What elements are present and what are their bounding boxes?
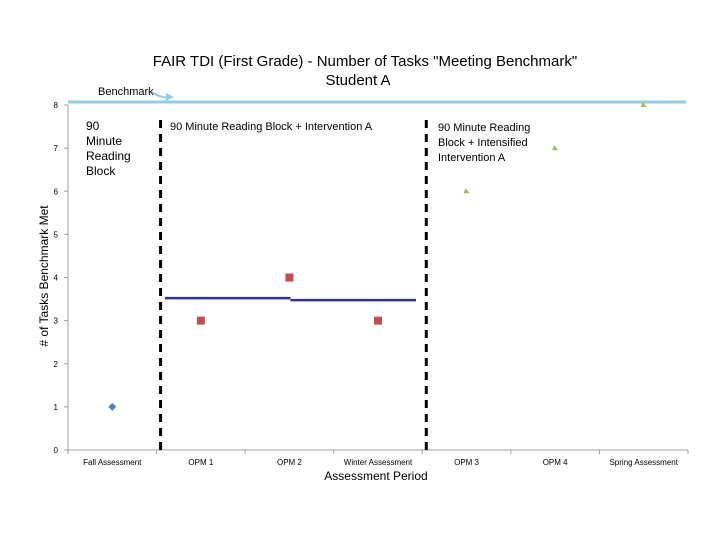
data-point-diamond [108,402,117,411]
phase-label-line: 90 Minute Reading [438,122,530,134]
y-tick-label: 1 [54,403,59,412]
x-tick-label: OPM 2 [277,458,302,467]
phase-label-line: 90 [86,119,100,133]
x-tick-label: OPM 1 [188,458,213,467]
phase-label-line: Block + Intensified [438,137,528,149]
data-point-square [196,316,205,325]
data-point-triangle [463,188,470,194]
benchmark-label: Benchmark [98,86,154,98]
x-tick-label: Winter Assessment [344,458,413,467]
x-tick-label: OPM 3 [454,458,479,467]
benchmark-arrowhead [166,93,174,101]
y-tick-label: 6 [54,187,59,196]
y-tick-label: 0 [54,446,59,455]
x-tick-label: OPM 4 [543,458,568,467]
chart-title-line-1: FAIR TDI (First Grade) - Number of Tasks… [153,53,577,70]
y-tick-label: 5 [54,230,59,239]
phase-label-line: Block [86,164,116,178]
plot-area: 0 1 2 3 4 5 6 7 8 Fall Assessment OPM 1 OPM 2 Winter… [54,91,689,467]
chart-title-line-2: Student A [325,72,390,89]
x-axis-label: Assessment Period [324,469,427,483]
y-axis-label: # of Tasks Benchmark Met [37,205,51,347]
x-tick-label: Spring Assessment [609,458,678,467]
phase-label-line: Intervention A [438,152,506,164]
y-tick-label: 7 [54,144,59,153]
data-point-square [285,273,294,282]
y-tick-label: 2 [54,360,59,369]
y-tick-label: 4 [54,274,59,283]
data-point-triangle [552,145,559,151]
y-tick-label: 3 [54,317,59,326]
phase-label-line: 90 Minute Reading Block + Intervention A [170,121,373,133]
phase-label-line: Minute [86,134,122,148]
x-tick-label: Fall Assessment [83,458,142,467]
data-point-square [374,316,382,325]
phase-label-line: Reading [86,149,131,163]
y-tick-label: 8 [54,101,59,110]
data-point-triangle [640,102,647,107]
